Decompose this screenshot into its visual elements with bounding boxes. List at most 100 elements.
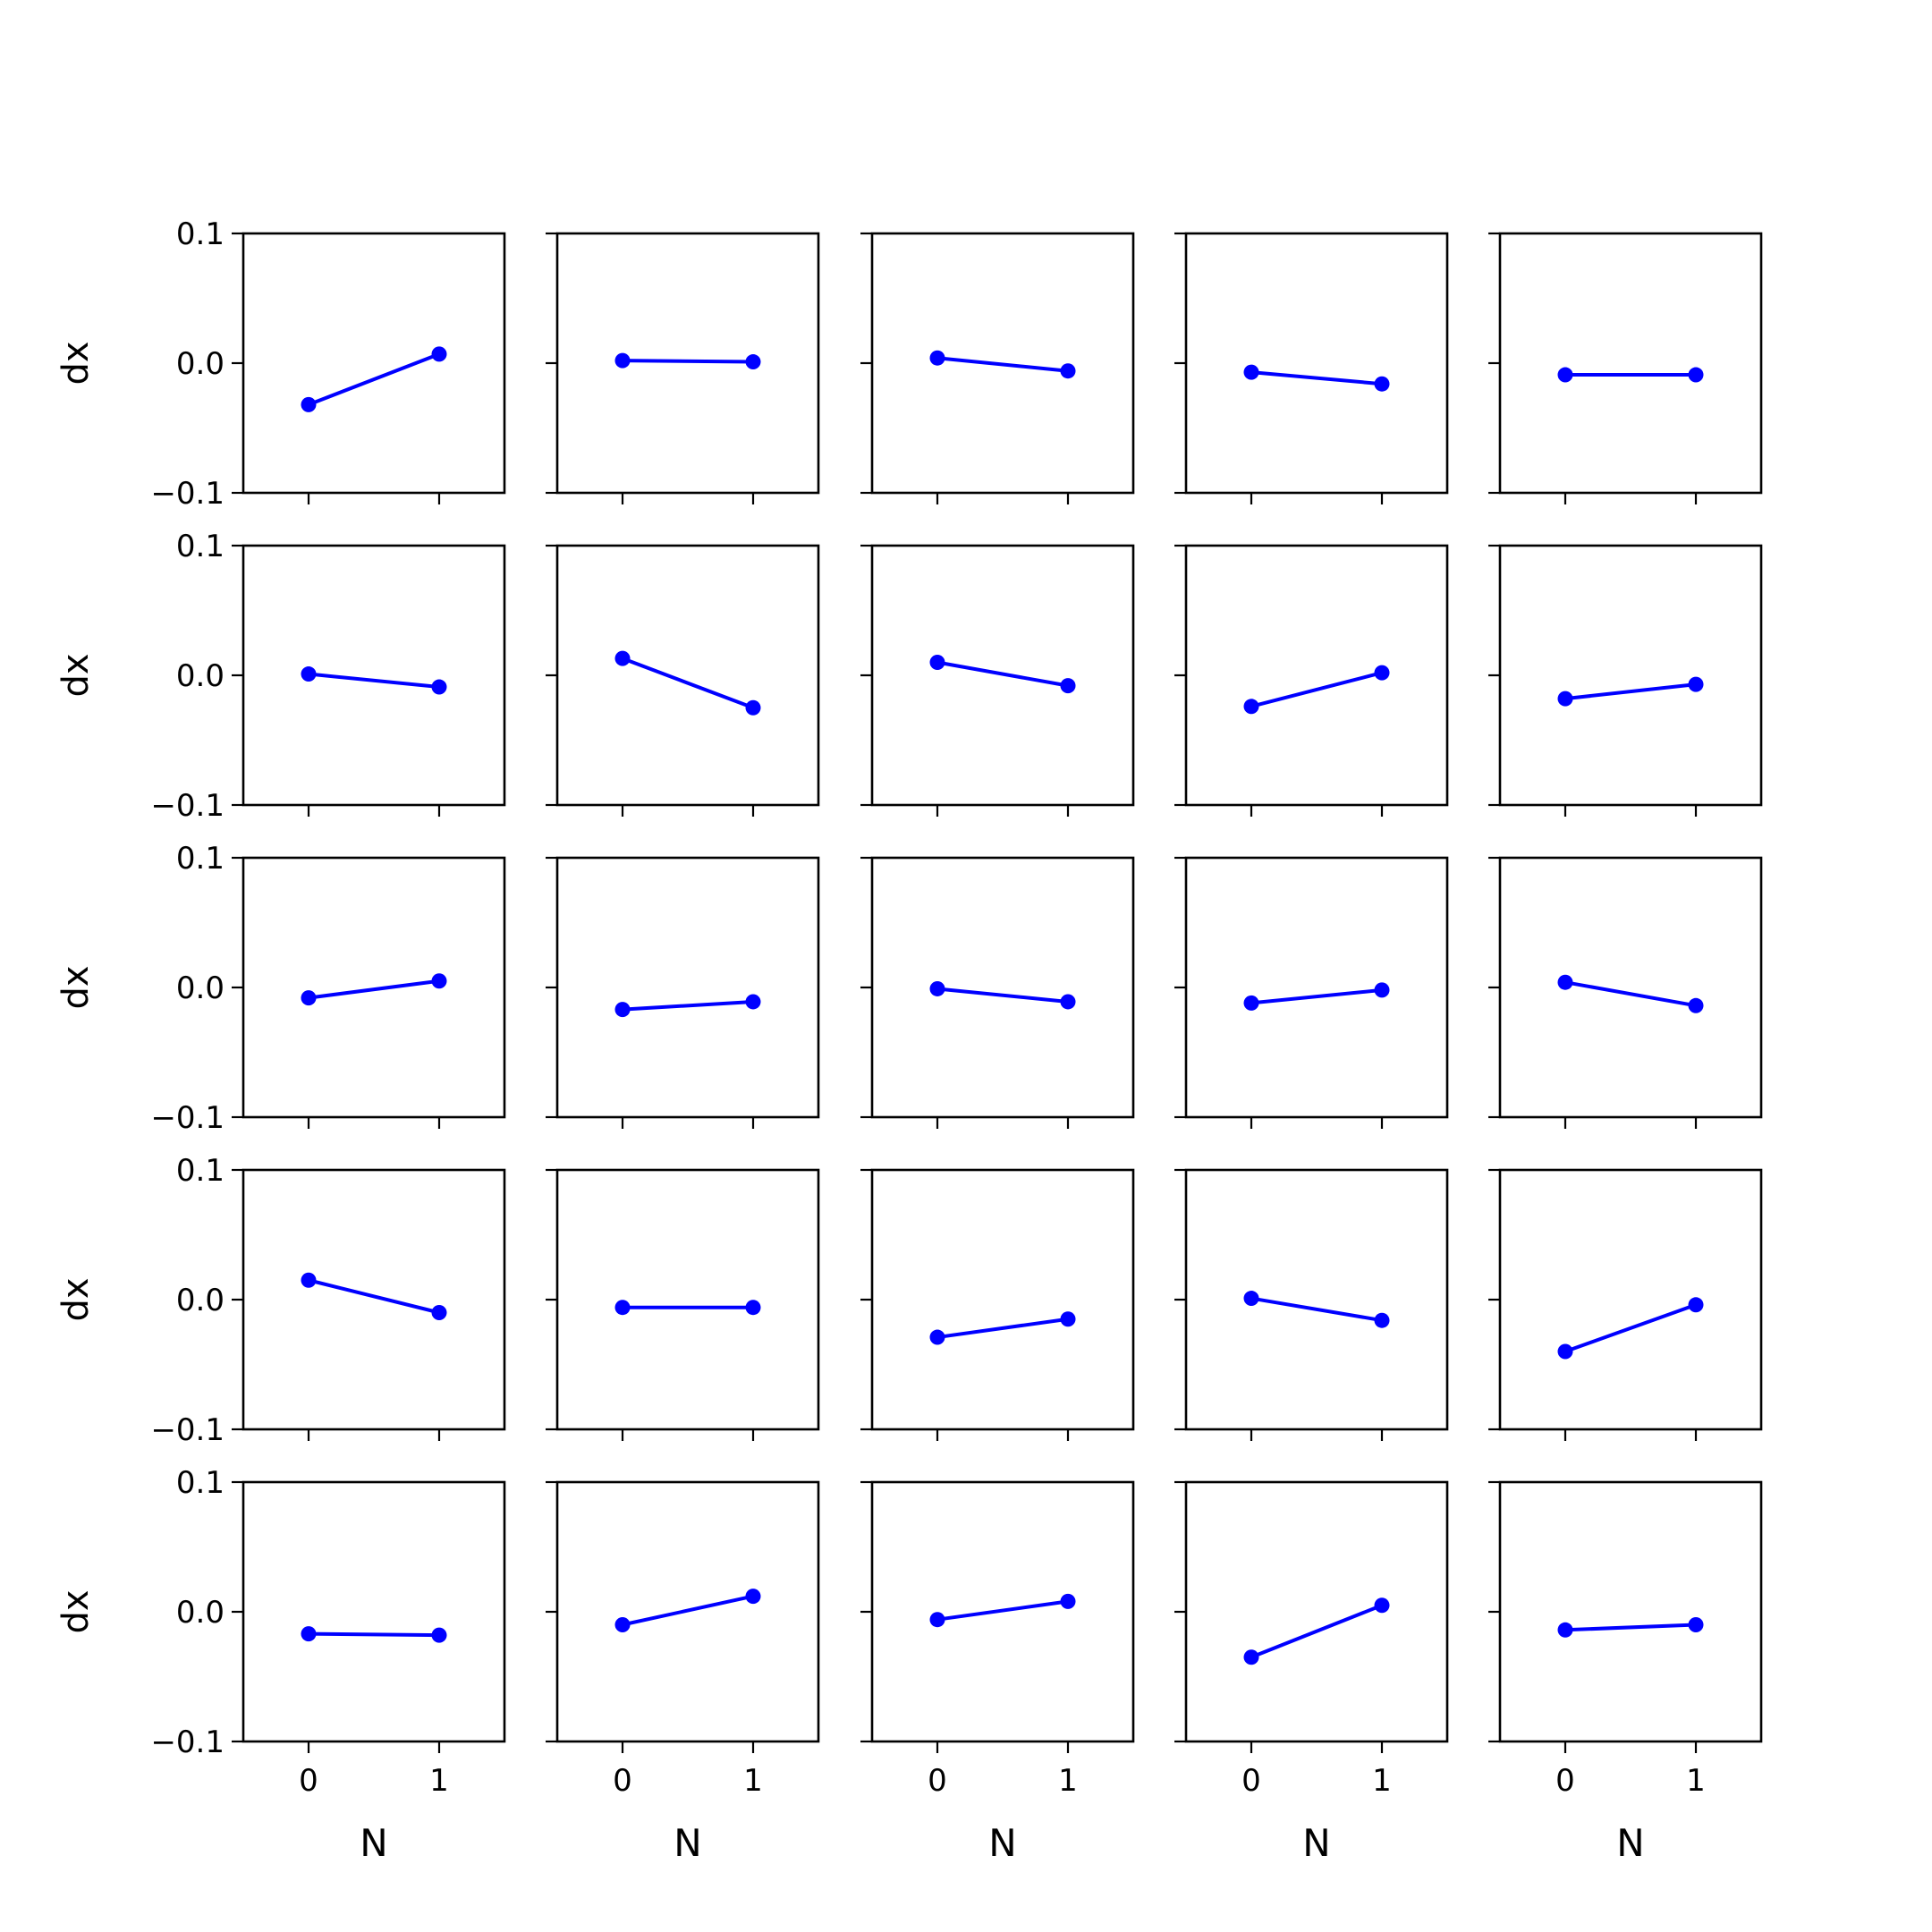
- y-tick-label: 0.0: [176, 658, 225, 694]
- x-axis-label: N: [1616, 1821, 1644, 1865]
- series-line: [622, 359, 754, 364]
- data-point: [1374, 376, 1390, 392]
- x-tick-label: 0: [928, 1763, 947, 1799]
- data-point: [1688, 676, 1704, 692]
- panel-r2-c1: [546, 856, 820, 1129]
- series-line: [308, 979, 440, 1000]
- x-axis-label: N: [360, 1821, 387, 1865]
- data-point: [1060, 1311, 1076, 1327]
- data-point: [1374, 665, 1390, 681]
- y-tick-label: 0.0: [176, 970, 225, 1006]
- panel-r1-c1: [546, 544, 820, 817]
- panel-r0-c2: [860, 232, 1135, 504]
- x-tick-label: 0: [613, 1763, 632, 1799]
- data-point: [1060, 1593, 1076, 1609]
- panel-grid: −0.10.00.1dx−0.10.00.1dx−0.10.00.1dx−0.1…: [55, 216, 1763, 1865]
- series-line: [1250, 671, 1383, 708]
- series-line: [1250, 1603, 1383, 1659]
- y-tick-label: −0.1: [150, 788, 225, 824]
- series-line: [1250, 987, 1383, 1005]
- series-line: [936, 1599, 1069, 1622]
- y-tick-label: 0.1: [176, 841, 225, 877]
- y-axis-label: dx: [55, 1589, 97, 1633]
- y-tick-label: 0.0: [176, 1595, 225, 1631]
- data-point: [301, 396, 317, 412]
- data-point: [745, 994, 761, 1010]
- data-point: [1374, 1597, 1390, 1614]
- panel-r3-c2: [860, 1168, 1135, 1441]
- data-point: [1243, 995, 1259, 1011]
- y-tick-label: −0.1: [150, 1100, 225, 1136]
- data-point: [301, 666, 317, 682]
- data-point: [1557, 691, 1573, 707]
- data-point: [301, 1272, 317, 1288]
- data-point: [431, 346, 447, 362]
- panel-r0-c3: [1174, 232, 1449, 504]
- panel-r0-c0: −0.1 0.0 0.1 dx: [55, 216, 506, 512]
- data-point: [1557, 974, 1573, 990]
- y-tick-label: 0.0: [176, 346, 225, 382]
- series-line: [1564, 682, 1697, 701]
- data-point: [431, 973, 447, 989]
- series-line: [1564, 1302, 1697, 1353]
- data-point: [929, 1612, 945, 1628]
- data-point: [1060, 994, 1076, 1010]
- data-point: [929, 655, 945, 670]
- y-tick-label: 0.0: [176, 1283, 225, 1318]
- data-point: [431, 1627, 447, 1643]
- data-point: [1243, 699, 1259, 715]
- x-tick-label: 0: [299, 1763, 318, 1799]
- panel-r0-c1: [546, 232, 820, 504]
- x-tick-label: 1: [1686, 1763, 1706, 1799]
- series-line: [1250, 370, 1383, 386]
- series-line: [1250, 1296, 1383, 1323]
- series-line: [622, 657, 754, 710]
- series-line: [622, 1594, 754, 1627]
- y-axis-label: dx: [55, 653, 97, 697]
- data-point: [1243, 1291, 1259, 1307]
- series-line: [622, 999, 754, 1012]
- data-point: [1374, 1312, 1390, 1328]
- panel-r3-c3: [1174, 1168, 1449, 1441]
- data-point: [614, 1002, 631, 1018]
- x-axis-label: N: [674, 1821, 701, 1865]
- y-tick-label: −0.1: [150, 1724, 225, 1760]
- panel-r3-c1: [546, 1168, 820, 1441]
- x-tick-label: 1: [1372, 1763, 1392, 1799]
- x-axis-label: N: [1302, 1821, 1330, 1865]
- series-line: [308, 352, 440, 407]
- panel-r4-c2: 0 1 N: [860, 1480, 1135, 1865]
- panel-r1-c0: −0.1 0.0 0.1 dx: [55, 529, 506, 824]
- data-point: [301, 1626, 317, 1642]
- data-point: [1688, 997, 1704, 1013]
- data-point: [1557, 367, 1573, 383]
- panel-r1-c2: [860, 544, 1135, 817]
- panel-r4-c0: −0.1 0.0 0.1 0 1 dx N: [55, 1465, 506, 1865]
- data-point: [929, 350, 945, 366]
- panel-r2-c3: [1174, 856, 1449, 1129]
- y-tick-label: 0.1: [176, 216, 225, 252]
- data-point: [1243, 1649, 1259, 1665]
- data-point: [1688, 1617, 1704, 1632]
- panel-r4-c1: 0 1 N: [546, 1480, 820, 1865]
- data-point: [1243, 364, 1259, 380]
- data-point: [745, 699, 761, 716]
- panel-r0-c4: [1488, 232, 1763, 504]
- x-tick-label: 1: [429, 1763, 449, 1799]
- series-line: [936, 356, 1069, 373]
- data-point: [745, 1300, 761, 1316]
- data-point: [1688, 367, 1704, 383]
- y-tick-label: 0.1: [176, 1153, 225, 1189]
- x-tick-label: 0: [1241, 1763, 1261, 1799]
- y-tick-label: 0.1: [176, 1465, 225, 1501]
- data-point: [614, 352, 631, 369]
- data-point: [431, 1305, 447, 1320]
- data-point: [614, 1617, 631, 1632]
- x-axis-label: N: [988, 1821, 1016, 1865]
- series-line: [936, 1317, 1069, 1340]
- panel-r4-c4: 0 1 N: [1488, 1480, 1763, 1865]
- data-point: [431, 679, 447, 695]
- y-axis-label: dx: [55, 341, 97, 385]
